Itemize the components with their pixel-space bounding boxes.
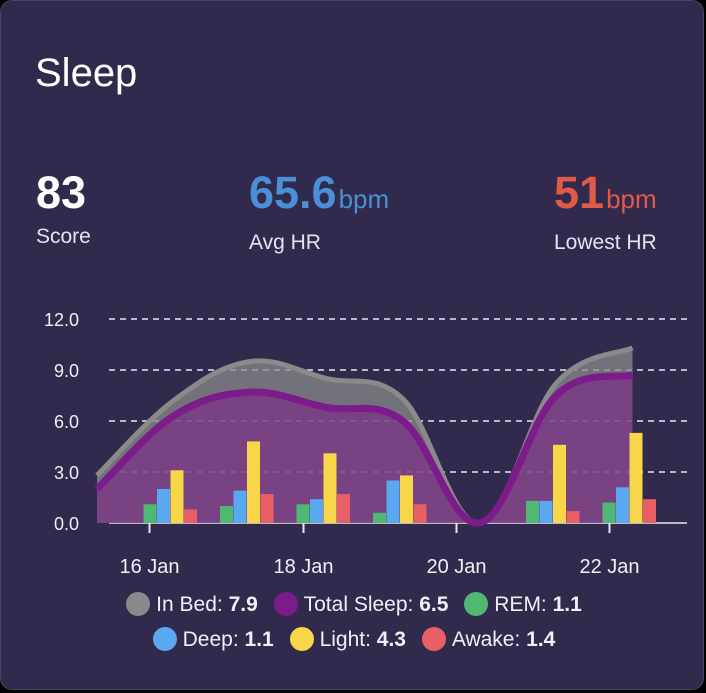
bar-deep xyxy=(539,500,553,523)
legend-label: Awake: xyxy=(451,628,521,651)
x-tick-label: 20 Jan xyxy=(426,556,486,578)
total-sleep-area xyxy=(97,375,633,524)
x-tick-label: 16 Jan xyxy=(119,556,179,578)
card-title: Sleep xyxy=(35,51,138,95)
bar-light xyxy=(170,470,184,523)
legend-item-light[interactable]: Light: 4.3 xyxy=(289,627,406,652)
bar-rem xyxy=(296,504,310,523)
legend-row: In Bed: 7.9 Total Sleep: 6.5 REM: 1.1 xyxy=(1,592,706,617)
bar-deep xyxy=(233,490,247,523)
score-label: Score xyxy=(36,225,91,248)
x-tick-label: 22 Jan xyxy=(579,556,639,578)
legend-label: In Bed: xyxy=(156,593,223,616)
legend-row: Deep: 1.1 Light: 4.3 Awake: 1.4 xyxy=(1,627,706,652)
bar-deep xyxy=(386,480,400,523)
legend-value: 4.3 xyxy=(376,628,406,651)
legend-value: 1.1 xyxy=(244,628,274,651)
bar-awake xyxy=(566,511,580,523)
bar-deep xyxy=(310,499,323,523)
y-tick-label: 6.0 xyxy=(54,412,79,432)
lowest-hr-label: Lowest HR xyxy=(554,231,657,254)
bar-deep xyxy=(616,487,629,523)
legend-dot-icon xyxy=(273,592,298,616)
bar-rem xyxy=(143,504,157,523)
avg-hr-stat: 65.6bpm Avg HR xyxy=(249,167,389,255)
legend-item-total-sleep[interactable]: Total Sleep: 6.5 xyxy=(273,592,449,617)
avg-hr-value: 65.6 xyxy=(249,167,337,218)
y-tick-label: 12.0 xyxy=(44,310,79,330)
bar-rem xyxy=(220,506,233,523)
legend-item-in-bed[interactable]: In Bed: 7.9 xyxy=(126,592,258,617)
legend-dot-icon xyxy=(152,627,177,651)
bar-deep xyxy=(157,489,170,523)
bar-awake xyxy=(337,494,350,523)
bar-awake xyxy=(413,504,427,523)
legend-dot-icon xyxy=(126,592,151,616)
legend-value: 1.1 xyxy=(552,593,582,616)
bar-rem xyxy=(373,512,386,523)
score-stat: 83 Score xyxy=(36,167,91,249)
bar-awake xyxy=(643,499,656,523)
in-bed-line xyxy=(95,345,634,526)
legend-value: 1.4 xyxy=(526,628,556,651)
legend-dot-icon xyxy=(289,627,314,651)
legend-item-rem[interactable]: REM: 1.1 xyxy=(464,592,582,617)
x-tick-label: 18 Jan xyxy=(273,556,333,578)
y-tick-label: 3.0 xyxy=(54,463,79,483)
bar-light xyxy=(400,475,413,523)
bar-light xyxy=(323,453,337,523)
legend-label: Deep: xyxy=(182,628,239,651)
legend-label: REM: xyxy=(494,593,547,616)
legend-label: Total Sleep: xyxy=(303,593,414,616)
bar-light xyxy=(629,432,643,523)
avg-hr-label: Avg HR xyxy=(249,231,321,254)
legend-value: 7.9 xyxy=(228,593,258,616)
legend-dot-icon xyxy=(464,592,489,616)
lowest-hr-unit: bpm xyxy=(606,184,657,214)
legend-label: Light: xyxy=(319,628,371,651)
bar-light xyxy=(247,441,260,523)
lowest-hr-value: 51 xyxy=(554,167,605,218)
bar-rem xyxy=(526,500,539,523)
y-tick-label: 0.0 xyxy=(54,514,79,534)
lowest-hr-stat: 51bpm Lowest HR xyxy=(554,167,657,255)
bar-light xyxy=(553,444,566,523)
y-tick-label: 9.0 xyxy=(54,361,79,381)
bar-rem xyxy=(602,502,616,523)
legend-value: 6.5 xyxy=(419,593,449,616)
legend-dot-icon xyxy=(421,627,446,651)
legend-item-awake[interactable]: Awake: 1.4 xyxy=(421,627,556,652)
avg-hr-unit: bpm xyxy=(338,184,390,214)
bar-awake xyxy=(184,509,197,523)
total-sleep-line xyxy=(94,371,634,527)
bar-awake xyxy=(260,494,274,523)
legend-item-deep[interactable]: Deep: 1.1 xyxy=(152,627,274,652)
score-value: 83 xyxy=(36,167,87,218)
